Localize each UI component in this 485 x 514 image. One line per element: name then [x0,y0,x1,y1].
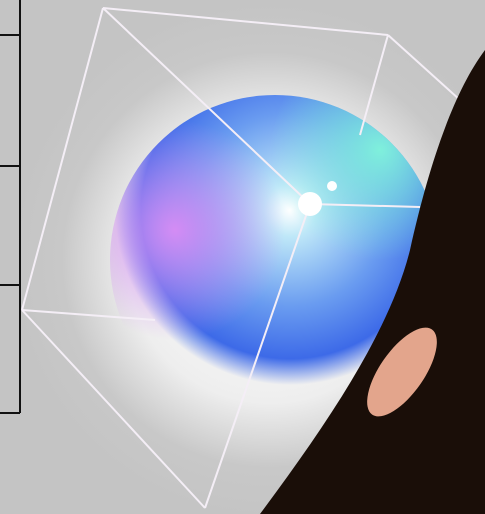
pink-shape [367,327,437,417]
light-core [298,192,322,216]
dark-shape [260,50,485,514]
cube-wireframe [21,7,461,509]
orb-cyan [110,95,440,425]
side-panel [0,0,21,414]
light-spot [327,181,337,191]
